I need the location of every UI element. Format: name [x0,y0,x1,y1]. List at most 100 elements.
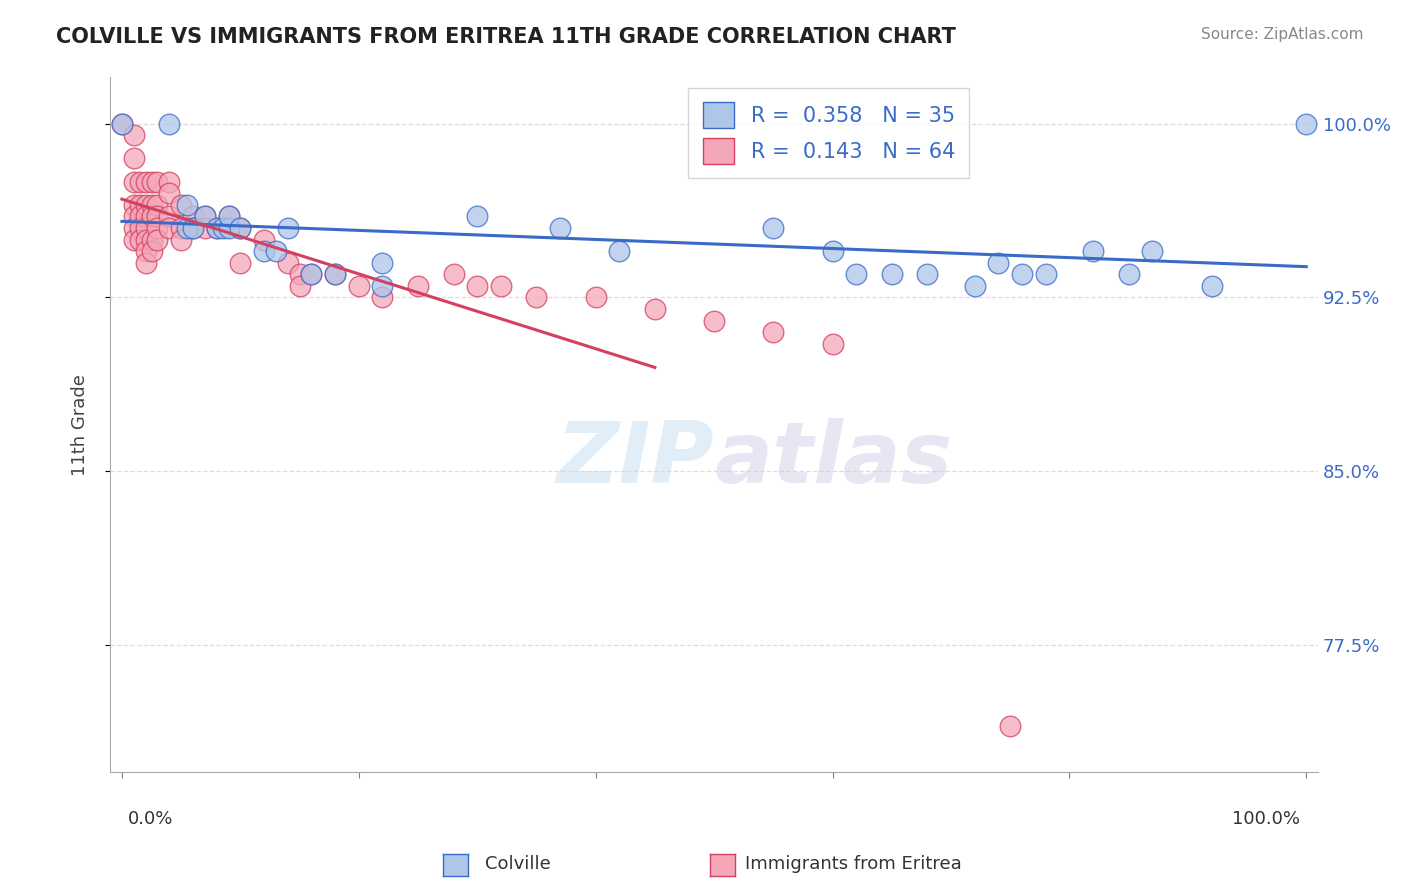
Point [371,290,394,304]
Text: 0.0%: 0.0% [128,810,173,829]
Point [1011,267,1033,281]
Point [205,221,228,235]
Point [845,267,868,281]
Point [299,267,322,281]
Point [323,267,346,281]
Point [211,221,233,235]
Point [128,221,150,235]
Point [821,336,844,351]
Text: atlas: atlas [714,418,952,501]
Point [465,278,488,293]
Text: Source: ZipAtlas.com: Source: ZipAtlas.com [1201,27,1364,42]
Point [128,210,150,224]
Point [181,210,204,224]
Point [128,175,150,189]
Point [141,175,163,189]
Point [229,221,252,235]
Point [135,244,157,259]
Point [122,128,145,143]
Point [135,233,157,247]
Text: Colville: Colville [485,855,551,873]
Point [146,210,169,224]
Point [176,221,198,235]
Point [111,117,134,131]
Point [1118,267,1140,281]
Point [122,175,145,189]
Point [194,210,217,224]
Point [141,244,163,259]
Point [146,233,169,247]
Point [371,256,394,270]
Point [157,186,180,201]
Point [111,117,134,131]
Point [762,221,785,235]
Point [1081,244,1104,259]
Point [194,210,217,224]
Point [135,175,157,189]
Point [176,198,198,212]
Point [465,210,488,224]
Point [288,267,311,281]
Point [253,233,276,247]
Point [194,221,217,235]
Point [821,244,844,259]
Point [644,301,666,316]
Point [406,278,429,293]
Point [963,278,986,293]
Point [218,221,240,235]
Point [122,210,145,224]
Point [141,233,163,247]
Point [122,221,145,235]
Point [229,221,252,235]
Text: COLVILLE VS IMMIGRANTS FROM ERITREA 11TH GRADE CORRELATION CHART: COLVILLE VS IMMIGRANTS FROM ERITREA 11TH… [56,27,956,46]
Point [128,233,150,247]
Point [1201,278,1223,293]
Point [170,233,193,247]
Point [122,233,145,247]
Point [141,210,163,224]
Point [218,210,240,224]
Point [181,221,204,235]
Text: Immigrants from Eritrea: Immigrants from Eritrea [745,855,962,873]
Point [122,198,145,212]
Point [526,290,548,304]
Point [489,278,512,293]
Point [135,210,157,224]
Text: ZIP: ZIP [557,418,714,501]
Point [122,152,145,166]
Point [998,719,1021,733]
Point [987,256,1010,270]
Point [762,325,785,339]
Legend: R =  0.358   N = 35, R =  0.143   N = 64: R = 0.358 N = 35, R = 0.143 N = 64 [688,87,970,178]
Point [135,256,157,270]
Point [157,210,180,224]
Point [917,267,939,281]
Point [443,267,465,281]
Point [277,221,299,235]
Point [299,267,322,281]
Point [323,267,346,281]
Point [880,267,903,281]
Point [157,117,180,131]
Y-axis label: 11th Grade: 11th Grade [72,374,89,475]
Point [170,221,193,235]
Point [218,210,240,224]
Point [141,198,163,212]
Point [146,175,169,189]
Point [277,256,299,270]
Point [128,198,150,212]
Point [229,256,252,270]
Point [253,244,276,259]
Point [264,244,287,259]
Point [170,198,193,212]
Point [135,221,157,235]
Point [548,221,571,235]
Point [347,278,370,293]
Point [157,175,180,189]
Point [1295,117,1317,131]
Point [135,198,157,212]
Point [371,278,394,293]
Point [703,313,725,327]
Point [1035,267,1057,281]
Point [1142,244,1164,259]
